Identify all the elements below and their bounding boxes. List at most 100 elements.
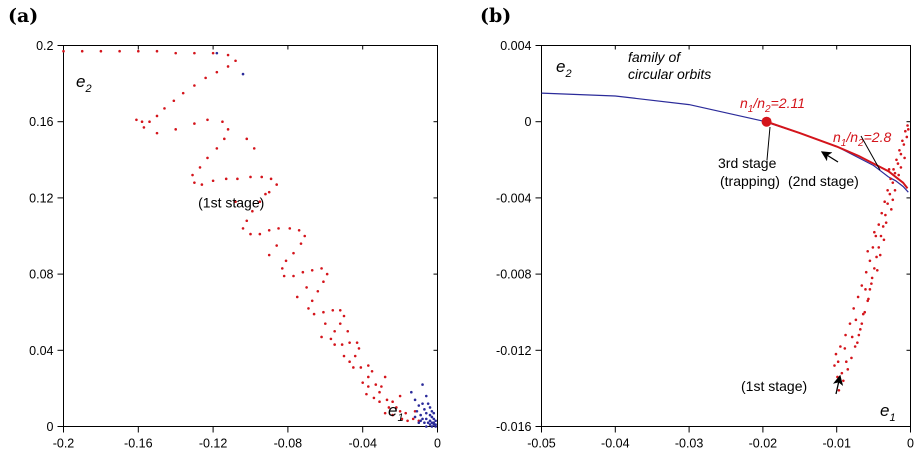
panel-a-point-red [348, 360, 351, 364]
panel-b-point-red [850, 356, 853, 360]
panel-a-point-blue [417, 421, 421, 424]
ratio-label-2-11: n1/n2=2.11 [740, 95, 805, 115]
panel-a-point-blue [421, 383, 424, 386]
panel-a-point-red [264, 192, 267, 196]
panel-a-point-red [275, 183, 278, 186]
annotation-trapping: (trapping) [720, 173, 780, 189]
panel-a-point-red [163, 107, 166, 110]
panel-a-point-red [385, 398, 389, 402]
panel-b-point-red [842, 379, 845, 383]
panel-a-point-red [329, 337, 333, 341]
panel-b-point-red [906, 128, 910, 131]
panel-b-point-red [864, 270, 868, 274]
panel-a-point-blue [434, 419, 437, 423]
panel-a-point-red [361, 381, 365, 384]
panel-b-point-red [905, 135, 909, 139]
panel-b-point-red [889, 177, 892, 181]
panel-a-point-red [353, 354, 357, 358]
panel-b-point-red [857, 333, 861, 337]
panel-a-point-blue [424, 394, 428, 398]
panel-a-point-red [307, 307, 310, 310]
panel-b-point-red [887, 168, 891, 171]
panel-a-point-red [380, 385, 383, 388]
panel-a-point-red [245, 137, 249, 141]
panel-a-point-red [342, 314, 346, 318]
panel-a-point-blue [434, 423, 437, 426]
panel-a-point-red [215, 70, 219, 74]
panel-a-point-red [372, 396, 376, 400]
family-curve [541, 92, 909, 193]
panel-b-point-red [891, 181, 895, 184]
panel-b-point-red [836, 360, 840, 364]
panel-a-point-red [383, 375, 387, 379]
panel-a-point-red [251, 209, 254, 213]
panel-a-point-red [352, 366, 355, 369]
panel-b-y-tick-label: -0.008 [496, 268, 531, 282]
panel-b-point-red [836, 375, 839, 379]
panel-a-point-red [322, 310, 325, 314]
panel-b-point-red [880, 211, 884, 215]
panel-a-point-red [417, 419, 421, 423]
panel-a-point-red [245, 219, 249, 223]
panel-a-point-red [62, 49, 65, 53]
panel-b-point-red [901, 139, 904, 143]
family-label-line2: circular orbits [628, 66, 711, 82]
panel-a-point-blue [428, 406, 432, 409]
panel-b-point-red [860, 284, 864, 287]
panel-b-point-red [875, 255, 878, 259]
panel-b-point-red [879, 234, 883, 238]
panel-b-point-red [881, 225, 885, 228]
panel-b-point-red [844, 333, 847, 337]
panel-b-y-tick-label: -0.004 [496, 191, 531, 205]
panel-a-point-red [322, 280, 325, 284]
panel-a-point-red [295, 295, 299, 299]
panel-b-y-tick-label: -0.016 [496, 420, 531, 434]
panel-a-point-red [340, 343, 344, 346]
panel-a-point-red [200, 183, 204, 186]
panel-b-point-red [874, 234, 878, 238]
panel-a-point-red [292, 251, 295, 255]
panel-b-frame [541, 45, 911, 427]
panel-a-point-blue [424, 417, 428, 421]
panel-a-point-blue [432, 417, 436, 421]
panel-b-point-red [886, 202, 889, 205]
panel-a-point-red [155, 49, 159, 53]
panel-b-point-red [898, 148, 901, 152]
panel-b-x-tick-label: -0.04 [601, 437, 630, 451]
panel-b-point-red [884, 213, 887, 217]
panel-a-point-red [193, 122, 196, 125]
panel-b-point-red [870, 276, 874, 280]
panel-a-point-blue [432, 423, 436, 426]
panel-b-point-red [892, 168, 895, 171]
panel-a-ticks: -0.2 -0.16 -0.12 -0.08 -0.04 0 0 0.04 0.08 0.12 0.… [29, 39, 441, 451]
panel-a-point-red [223, 137, 226, 141]
panel-a-point-red [226, 53, 230, 57]
panel-a-point-blue [426, 421, 430, 424]
panel-a-x-tick-label: -0.2 [53, 437, 75, 451]
panel-a-y-tick-label: 0.16 [29, 115, 53, 129]
panel-b-point-red [895, 158, 898, 162]
panel-a-x-tick-label: -0.12 [199, 437, 228, 451]
panel-a-point-red [206, 118, 209, 122]
panel-a-point-red [181, 91, 185, 95]
panel-a-point-red [310, 299, 314, 303]
panel-a-point-red [206, 156, 209, 160]
panel-a-point-red [267, 253, 271, 257]
panel-a-point-red [249, 232, 252, 236]
ratio-leader-line [860, 135, 881, 171]
panel-a-points [62, 49, 437, 428]
panel-b-x-tick-label: -0.05 [527, 437, 556, 451]
panel-b-y-axis-name: e2 [556, 57, 572, 80]
panel-a-point-red [378, 390, 381, 394]
panel-b-point-red [863, 310, 867, 314]
panel-a-point-red [411, 417, 415, 421]
annotation-2nd-stage: (2nd stage) [788, 173, 859, 189]
panel-a-point-red [391, 400, 394, 404]
panel-a-point-red [191, 173, 194, 177]
panel-a-point-red [359, 366, 363, 369]
panel-b-point-red [868, 288, 872, 291]
panel-a-x-tick-label: -0.04 [348, 437, 377, 451]
panel-a-x-tick-label: -0.16 [124, 437, 153, 451]
panel-b-point-red [856, 341, 859, 344]
